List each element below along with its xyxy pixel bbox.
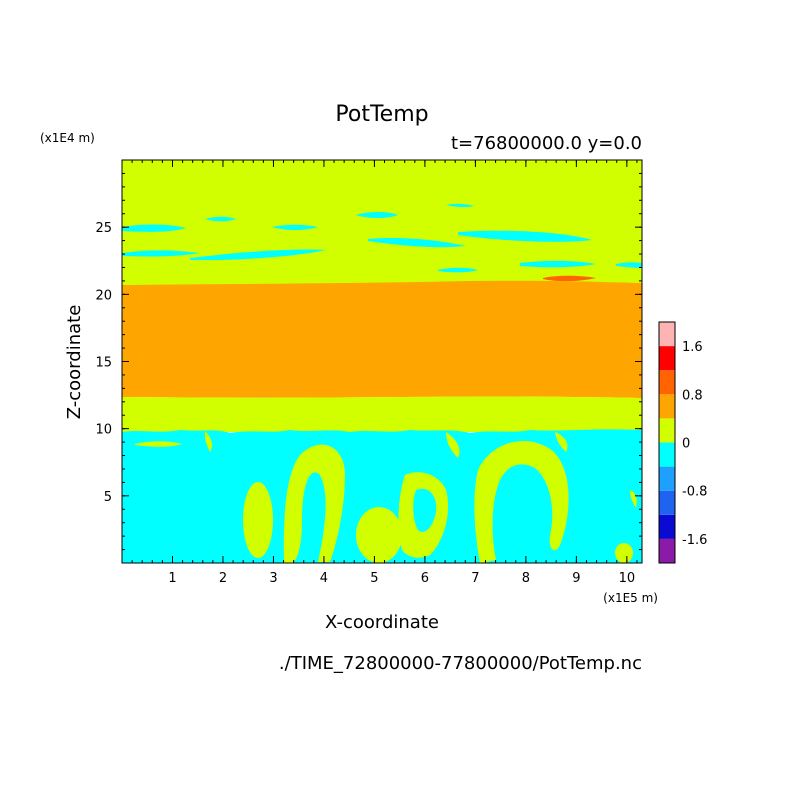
y-tick-label: 15 [95, 356, 112, 371]
colorbar-swatch [659, 418, 675, 443]
plume [555, 432, 568, 452]
colorbar-label: -0.8 [682, 485, 707, 500]
x-tick-label: 4 [320, 571, 328, 586]
x-tick-label: 9 [572, 571, 580, 586]
y-tick-label: 10 [95, 423, 112, 438]
warm-streak [543, 275, 596, 282]
streak [205, 216, 236, 222]
plume [283, 444, 345, 563]
band-upper [122, 160, 642, 290]
streak [438, 267, 478, 273]
plume [356, 507, 402, 563]
plume [446, 432, 460, 458]
plume [615, 543, 633, 563]
plume [474, 440, 569, 563]
x-tick-label: 5 [370, 571, 378, 586]
x-axis: 1 2 3 4 5 6 7 8 9 10 [131, 160, 638, 586]
band-orange [122, 280, 642, 398]
plume [204, 431, 213, 452]
x-tick-label: 6 [421, 571, 429, 586]
streak [356, 212, 398, 218]
chart-subtitle: t=76800000.0 y=0.0 [451, 133, 642, 154]
streak [122, 224, 186, 232]
y-unit-label: (x1E4 m) [40, 131, 95, 145]
y-tick-label: 25 [95, 221, 112, 236]
plume [243, 482, 273, 558]
x-tick-label: 7 [471, 571, 479, 586]
y-tick-label: 20 [95, 288, 112, 303]
streak [458, 230, 592, 242]
colorbar-label: 0 [682, 437, 690, 452]
x-tick-label: 8 [522, 571, 530, 586]
streak [190, 249, 326, 261]
colorbar-swatch [659, 442, 675, 467]
colorbar-swatch [659, 466, 675, 491]
colorbar-swatch [659, 322, 675, 347]
colorbar-label: 0.8 [682, 388, 703, 403]
x-axis-label: X-coordinate [325, 612, 439, 633]
colorbar-swatch [659, 394, 675, 419]
colorbar: 1.6 0.8 0 -0.8 -1.6 [658, 321, 707, 564]
streak [368, 237, 466, 248]
colorbar-label: -1.6 [682, 533, 707, 548]
x-tick-label: 10 [619, 571, 636, 586]
plume [630, 490, 637, 508]
colorbar-frame [658, 321, 676, 564]
x-tick-label: 3 [269, 571, 277, 586]
streak [446, 203, 474, 208]
colorbar-swatch [659, 370, 675, 395]
colorbar-swatch [659, 346, 675, 371]
streak [616, 262, 642, 268]
plume [135, 441, 182, 447]
footer-path: ./TIME_72800000-77800000/PotTemp.nc [279, 653, 642, 674]
x-tick-label: 2 [219, 571, 227, 586]
colorbar-swatch [659, 490, 675, 515]
chart-title: PotTemp [335, 102, 428, 127]
streak [520, 260, 596, 268]
streak [272, 224, 318, 230]
colorbar-swatch [659, 514, 675, 539]
streak [122, 250, 200, 257]
y-axis: 5 10 15 20 25 [95, 172, 642, 551]
colorbar-label: 1.6 [682, 340, 703, 355]
y-axis-label: Z-coordinate [64, 305, 85, 420]
contour-field [122, 160, 642, 563]
x-tick-label: 1 [168, 571, 176, 586]
plume [413, 488, 437, 532]
y-tick-label: 5 [104, 490, 112, 505]
x-unit-label: (x1E5 m) [603, 591, 658, 605]
band-middle [122, 396, 642, 432]
colorbar-swatch [659, 538, 675, 563]
